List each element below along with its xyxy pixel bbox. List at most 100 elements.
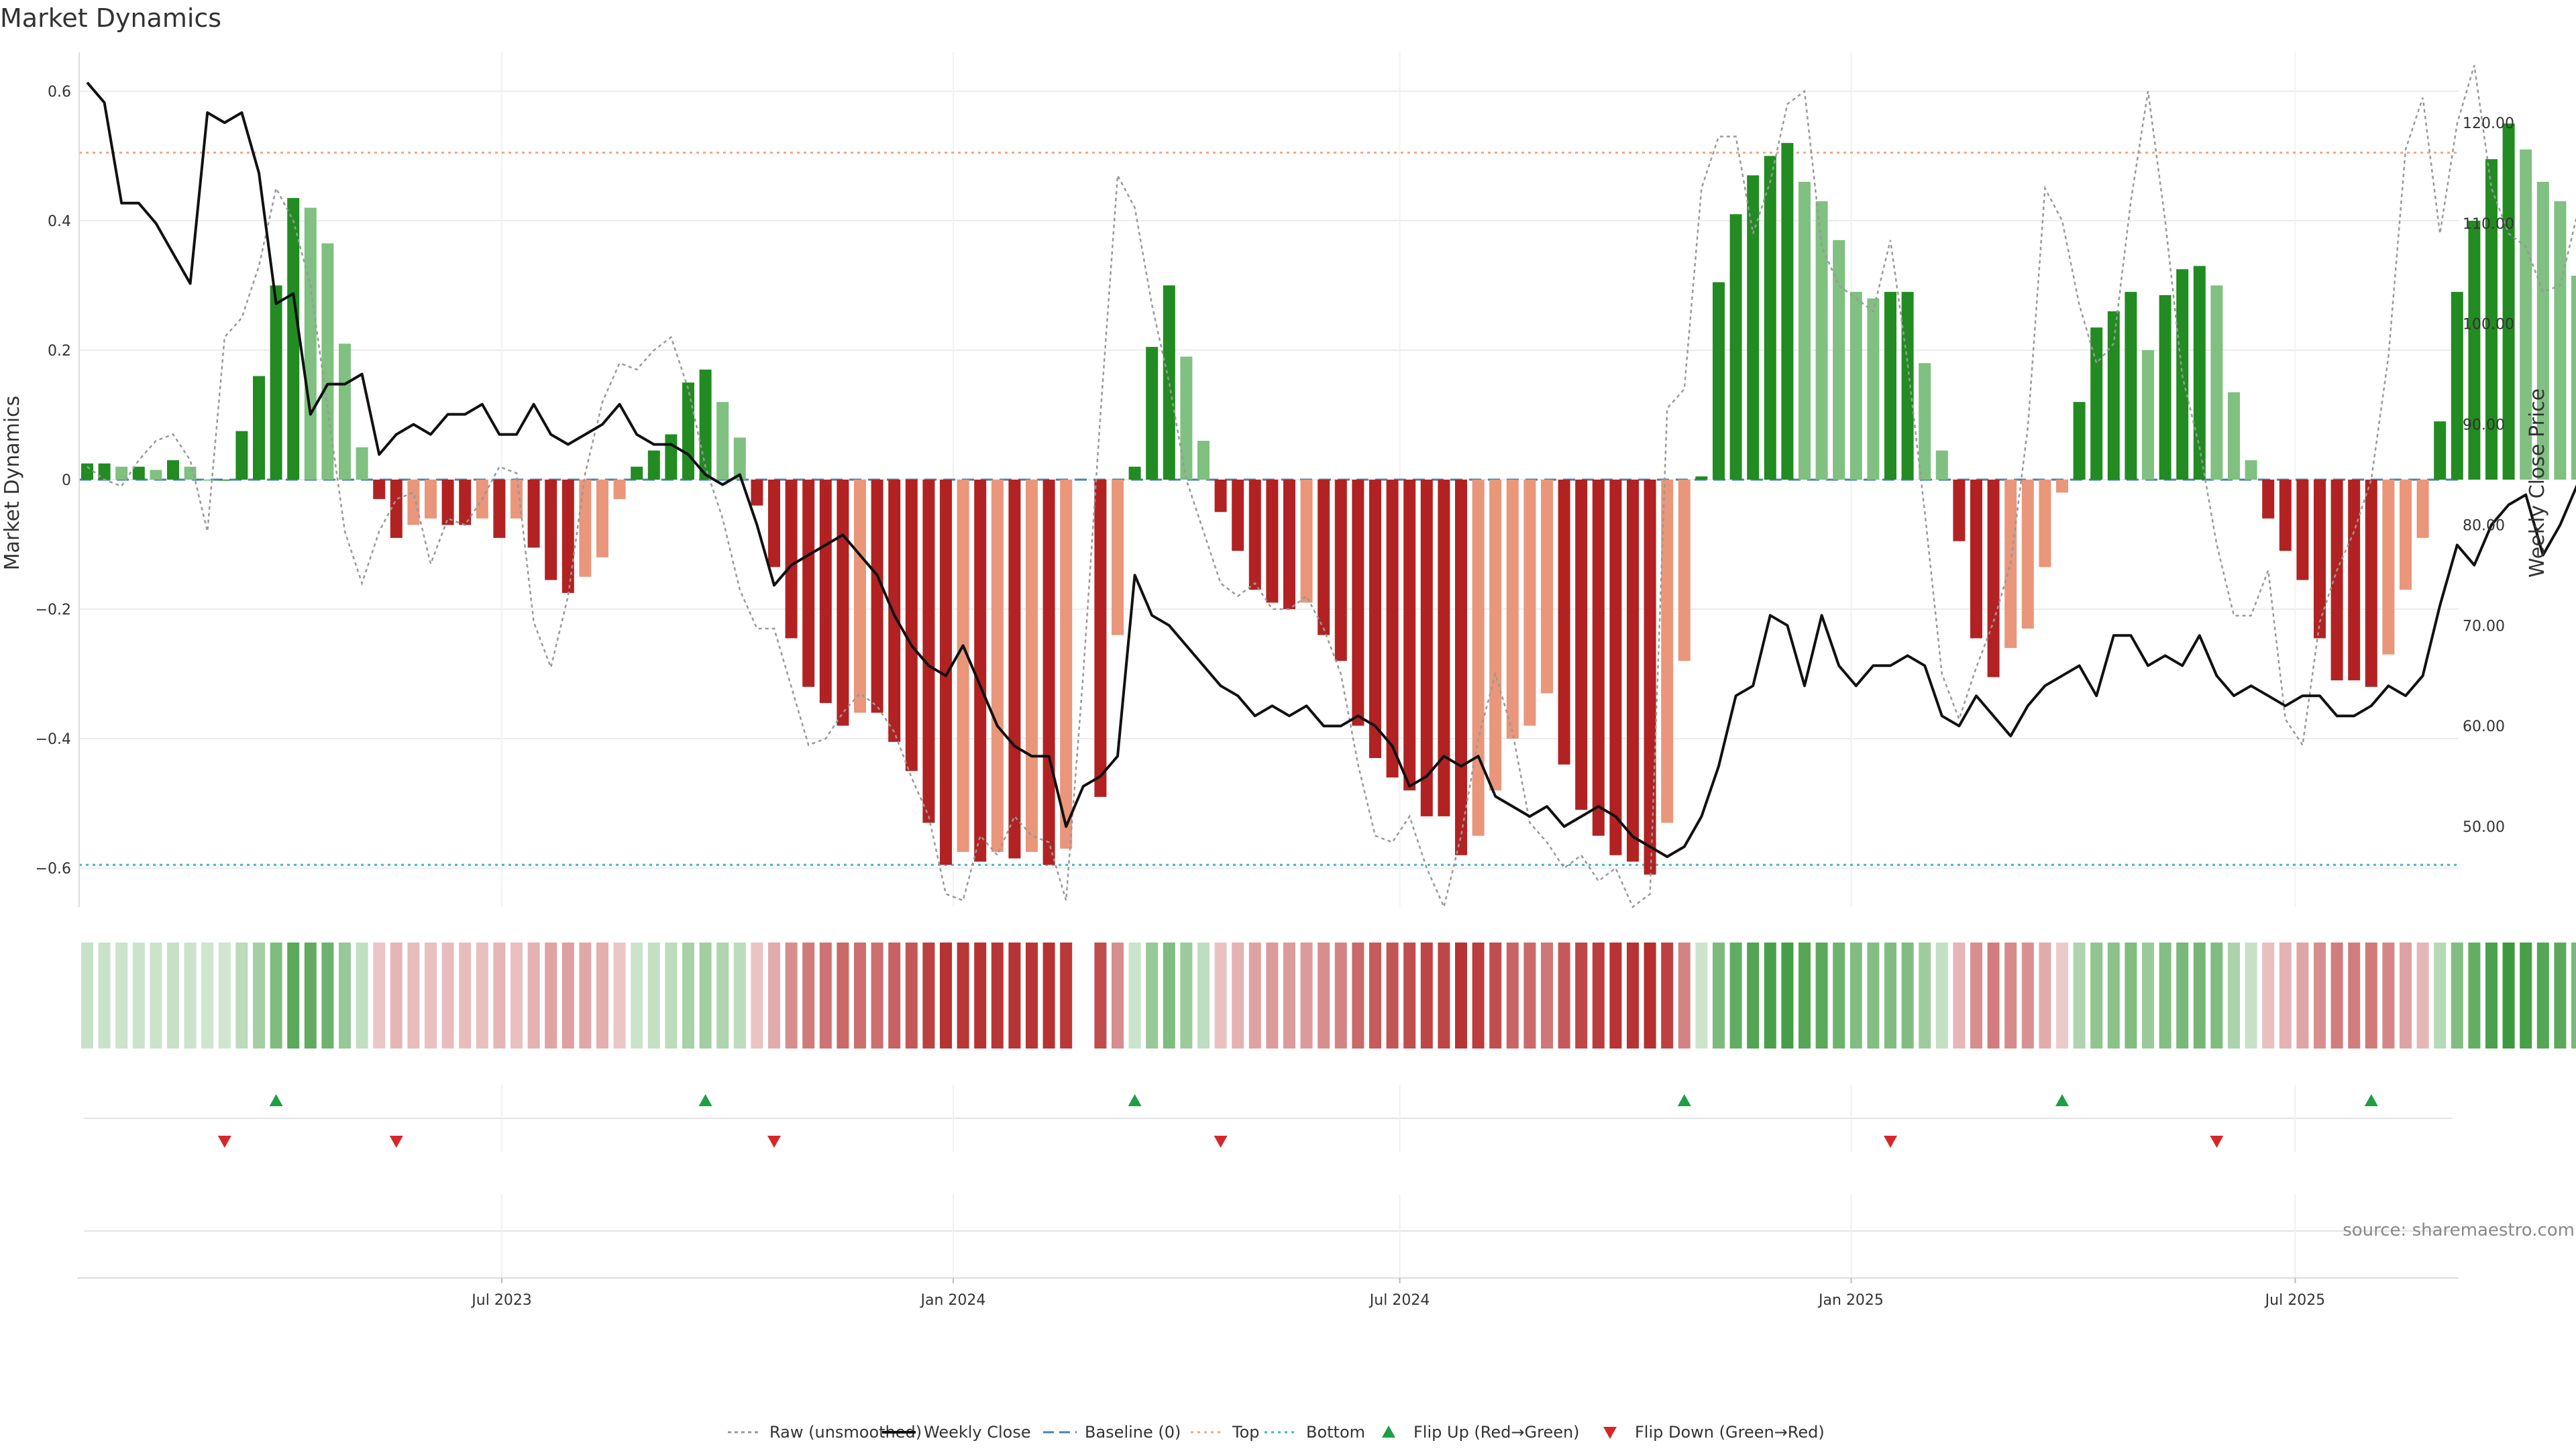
bar-positive (1781, 143, 1794, 480)
bar-positive (2502, 123, 2515, 480)
regime-cell (1953, 943, 1966, 1049)
x-tick-label: Jul 2024 (1368, 1292, 1430, 1309)
x-axis-ticks: Jul 2023 Jan 2024 Jul 2024 Jan 2025 Jul 2025 (470, 1278, 2325, 1309)
regime-cell (579, 943, 592, 1049)
bar-negative (1644, 480, 1656, 875)
regime-cell (2468, 943, 2481, 1049)
bar-negative (511, 480, 523, 519)
bar-negative (1008, 480, 1021, 859)
regime-cell (837, 943, 849, 1049)
right-tick-label: 110.00 (2463, 216, 2514, 233)
bar-positive (1901, 292, 1914, 480)
regime-cell (1695, 943, 1708, 1049)
bar-negative (1489, 480, 1502, 791)
regime-cell (2176, 943, 2189, 1049)
bar-negative (1523, 480, 1536, 726)
bar-positive (150, 470, 162, 480)
bar-positive (1867, 298, 1880, 480)
bar-negative (1094, 480, 1107, 797)
bar-positive (682, 382, 694, 480)
regime-cell (1747, 943, 1760, 1049)
bar-positive (1815, 201, 1828, 480)
bar-negative (991, 480, 1004, 852)
bar-negative (1369, 480, 1381, 759)
regime-cell (2004, 943, 2017, 1049)
regime-cell (2245, 943, 2257, 1049)
regime-cell (631, 943, 643, 1049)
regime-cell (1833, 943, 1845, 1049)
raw-series-line (87, 64, 2576, 910)
legend-label: Flip Up (Red→Green) (1413, 1423, 1580, 1442)
bar-negative (1266, 480, 1279, 603)
regime-cell (1042, 943, 1055, 1049)
bar-negative (2400, 480, 2412, 590)
bar-negative (1609, 480, 1622, 855)
bar-negative (390, 480, 402, 538)
regime-cell (390, 943, 402, 1049)
regime-cell (356, 943, 368, 1049)
bar-positive (1695, 476, 1708, 480)
axis-layer: 0.6 0.4 0.2 0 −0.2 −0.4 −0.6 120.00 110.00 100.00… (36, 52, 2514, 907)
bar-positive (2159, 294, 2171, 480)
right-axis-label: Weekly Close Price (2526, 388, 2549, 578)
regime-cell (785, 943, 798, 1049)
regime-cell (425, 943, 437, 1049)
regime-strip (81, 943, 2576, 1049)
bar-negative (1248, 480, 1261, 590)
regime-cell (819, 943, 832, 1049)
regime-cell (1008, 943, 1021, 1049)
bar-negative (1970, 480, 1982, 639)
regime-cell (647, 943, 660, 1049)
bar-positive (1180, 356, 1193, 480)
flip-up-marker (1128, 1094, 1142, 1106)
regime-cell (2090, 943, 2103, 1049)
bar-positive (699, 369, 712, 480)
bar-negative (751, 480, 763, 506)
regime-cell (2382, 943, 2395, 1049)
regime-cell (1128, 943, 1141, 1049)
bar-positive (1884, 292, 1896, 480)
left-axis-label: Market Dynamics (1, 396, 24, 571)
regime-cell (373, 943, 386, 1049)
regime-cell (1849, 943, 1862, 1049)
bar-negative (974, 480, 987, 862)
bar-negative (2039, 480, 2051, 568)
bottom-panel (77, 1194, 2459, 1279)
bar-positive (716, 402, 729, 480)
bar-positive (356, 447, 368, 480)
flip-down-marker (2210, 1136, 2224, 1148)
bar-negative (545, 480, 557, 580)
bar-negative (888, 480, 901, 742)
regime-cell (2296, 943, 2309, 1049)
bar-negative (2348, 480, 2361, 681)
lines-layer (86, 64, 2576, 910)
regime-cell (802, 943, 815, 1049)
bar-negative (1283, 480, 1295, 610)
bar-positive (631, 466, 643, 480)
bar-positive (1729, 214, 1742, 480)
bar-negative (1541, 480, 1553, 694)
regime-cell (2279, 943, 2292, 1049)
bar-negative (1953, 480, 1966, 541)
regime-cell (1506, 943, 1519, 1049)
bar-negative (1627, 480, 1639, 862)
regime-cell (1489, 943, 1502, 1049)
bar-negative (2382, 480, 2395, 655)
regime-cell (2142, 943, 2154, 1049)
bar-positive (98, 463, 111, 480)
bar-negative (1042, 480, 1055, 865)
bar-negative (1678, 480, 1690, 661)
regime-cell (1815, 943, 1828, 1049)
bar-positive (253, 376, 265, 480)
regime-cell (1214, 943, 1227, 1049)
regime-cell (1575, 943, 1588, 1049)
regime-cell (2039, 943, 2051, 1049)
bar-positive (2193, 266, 2206, 480)
regime-cell (1403, 943, 1416, 1049)
regime-cell (1729, 943, 1742, 1049)
bar-positive (2090, 327, 2103, 480)
bar-positive (1163, 285, 1175, 480)
chart-title: Market Dynamics (0, 3, 221, 33)
bar-negative (1575, 480, 1588, 810)
